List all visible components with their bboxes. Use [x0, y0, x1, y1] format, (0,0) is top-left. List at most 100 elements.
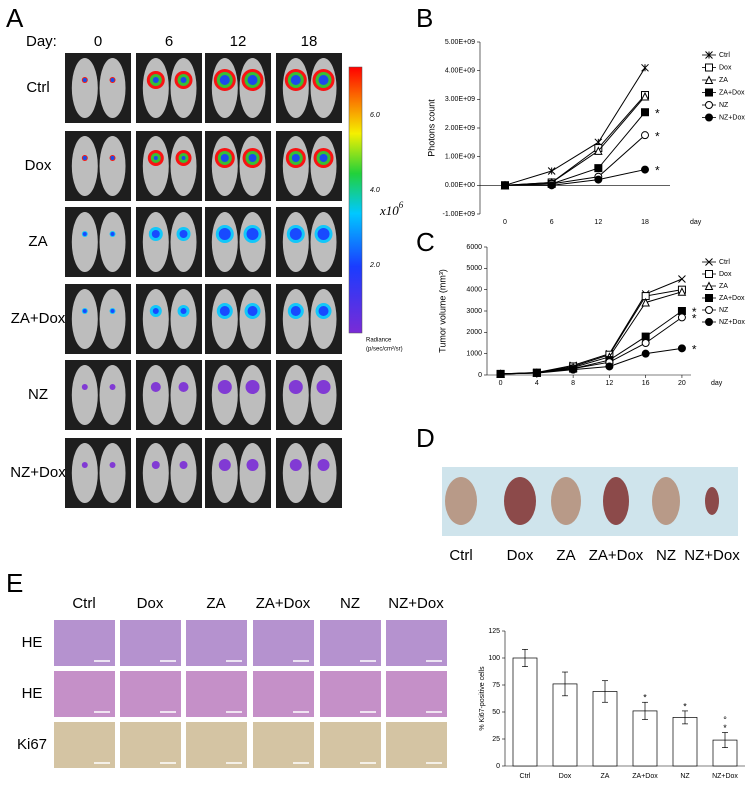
- marker-shape: [532, 369, 541, 378]
- day-label: 12: [230, 33, 247, 50]
- tissue-image: [320, 722, 381, 768]
- colorbar-tick-label: 6.0: [370, 112, 380, 119]
- mouse: [142, 289, 169, 349]
- marker: [641, 108, 649, 117]
- x-axis-label: day: [690, 219, 702, 226]
- y-tick-label: 125: [488, 628, 500, 635]
- panel-letter: E: [6, 568, 23, 598]
- mouse: [211, 365, 238, 425]
- row-label: ZA+Dox: [11, 310, 66, 327]
- x-tick-label: 16: [642, 380, 650, 387]
- legend-label: Ctrl: [719, 259, 730, 266]
- marker: [569, 365, 578, 374]
- row-label: ZA: [28, 233, 47, 250]
- series-line: [500, 310, 683, 375]
- series-line: [500, 289, 683, 375]
- tissue-image: [186, 620, 247, 666]
- signal: [151, 230, 160, 238]
- signal: [178, 382, 189, 392]
- legend-label: Ctrl: [719, 52, 730, 59]
- marker: [678, 275, 686, 283]
- day-label: 0: [94, 33, 102, 50]
- tumor-photo: [442, 467, 738, 536]
- signal: [181, 156, 186, 160]
- signal: [318, 75, 329, 85]
- mouse: [71, 212, 98, 272]
- mouse: [239, 365, 266, 425]
- mouse: [310, 365, 337, 425]
- mouse: [211, 443, 238, 503]
- signal: [219, 306, 230, 316]
- signal: [288, 380, 303, 394]
- row-label: Ki67: [17, 736, 47, 753]
- signal: [319, 154, 328, 162]
- tumor: [445, 477, 477, 525]
- tissue-image: [253, 722, 314, 768]
- signal: [110, 232, 115, 236]
- tissue-image: [253, 671, 314, 717]
- signal: [318, 306, 329, 316]
- tumor-label: ZA+Dox: [589, 547, 644, 564]
- signal: [151, 461, 160, 469]
- marker-shape: [705, 101, 713, 109]
- marker: [705, 270, 713, 278]
- marker: [547, 167, 556, 175]
- tumor: [652, 477, 680, 525]
- x-tick-label: 18: [641, 219, 649, 226]
- tumor: [504, 477, 536, 525]
- series-line: [500, 316, 683, 375]
- marker-shape: [705, 63, 713, 72]
- y-tick-label: 50: [492, 709, 500, 716]
- marker-shape: [641, 131, 649, 140]
- y-tick-label: 4000: [466, 287, 482, 294]
- signal: [81, 384, 88, 390]
- series-line: [500, 347, 683, 375]
- signal: [180, 77, 187, 83]
- x-tick-label: 20: [678, 380, 686, 387]
- significance: °: [723, 715, 727, 725]
- series-line: [505, 169, 646, 186]
- signal: [248, 154, 257, 162]
- signal: [218, 228, 231, 240]
- colorbar-multiplier: x106: [379, 200, 404, 218]
- signal: [247, 75, 258, 85]
- row-label: HE: [22, 634, 43, 651]
- mouse: [170, 365, 197, 425]
- signal: [82, 156, 87, 160]
- x-tick-label: 12: [606, 380, 614, 387]
- colorbar: [348, 66, 363, 334]
- series-line: [500, 278, 683, 375]
- signal: [152, 77, 159, 83]
- marker-shape: [605, 362, 614, 371]
- legend-label: ZA: [719, 283, 728, 290]
- tissue-image: [386, 620, 447, 666]
- signal: [180, 308, 187, 314]
- marker: [641, 63, 649, 72]
- column-label: ZA: [206, 595, 225, 612]
- signal: [109, 462, 116, 468]
- signal: [179, 461, 188, 469]
- signal: [219, 75, 230, 85]
- y-tick-label: 75: [492, 682, 500, 689]
- x-tick-label: 8: [571, 380, 575, 387]
- mouse: [99, 365, 126, 425]
- signal: [245, 380, 260, 394]
- mouse: [170, 289, 197, 349]
- signal: [317, 459, 330, 471]
- row-label: Dox: [25, 157, 52, 174]
- marker: [705, 63, 713, 72]
- y-tick-label: -1.00E+09: [443, 211, 476, 218]
- marker-shape: [569, 365, 578, 374]
- colorbar-title: Radiance: [366, 338, 392, 344]
- mouse: [99, 212, 126, 272]
- tissue-image: [120, 722, 181, 768]
- tumor: [705, 487, 719, 515]
- marker: [704, 281, 714, 290]
- signal: [246, 459, 259, 471]
- tissue-image: [54, 620, 115, 666]
- significance: *: [655, 164, 660, 178]
- series-line: [504, 134, 646, 186]
- tumor-label: Dox: [507, 547, 534, 564]
- y-tick-label: 6000: [466, 244, 482, 251]
- y-tick-label: 4.00E+09: [445, 68, 475, 75]
